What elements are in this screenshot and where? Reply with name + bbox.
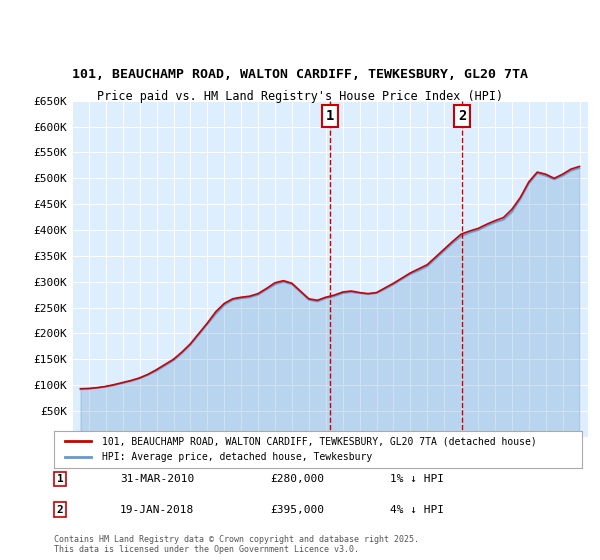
Text: £395,000: £395,000 — [270, 505, 324, 515]
Text: 2: 2 — [56, 505, 64, 515]
Text: 1: 1 — [56, 474, 64, 484]
Text: Contains HM Land Registry data © Crown copyright and database right 2025.
This d: Contains HM Land Registry data © Crown c… — [54, 535, 419, 554]
Text: 31-MAR-2010: 31-MAR-2010 — [120, 474, 194, 484]
Text: 2: 2 — [458, 109, 466, 123]
Text: 1% ↓ HPI: 1% ↓ HPI — [390, 474, 444, 484]
Text: 1: 1 — [326, 109, 334, 123]
Text: HPI: Average price, detached house, Tewkesbury: HPI: Average price, detached house, Tewk… — [101, 452, 372, 463]
Text: Price paid vs. HM Land Registry's House Price Index (HPI): Price paid vs. HM Land Registry's House … — [97, 90, 503, 102]
Text: 101, BEAUCHAMP ROAD, WALTON CARDIFF, TEWKESBURY, GL20 7TA: 101, BEAUCHAMP ROAD, WALTON CARDIFF, TEW… — [72, 68, 528, 81]
Text: 19-JAN-2018: 19-JAN-2018 — [120, 505, 194, 515]
Text: 4% ↓ HPI: 4% ↓ HPI — [390, 505, 444, 515]
Text: 101, BEAUCHAMP ROAD, WALTON CARDIFF, TEWKESBURY, GL20 7TA (detached house): 101, BEAUCHAMP ROAD, WALTON CARDIFF, TEW… — [101, 436, 536, 446]
Text: £280,000: £280,000 — [270, 474, 324, 484]
